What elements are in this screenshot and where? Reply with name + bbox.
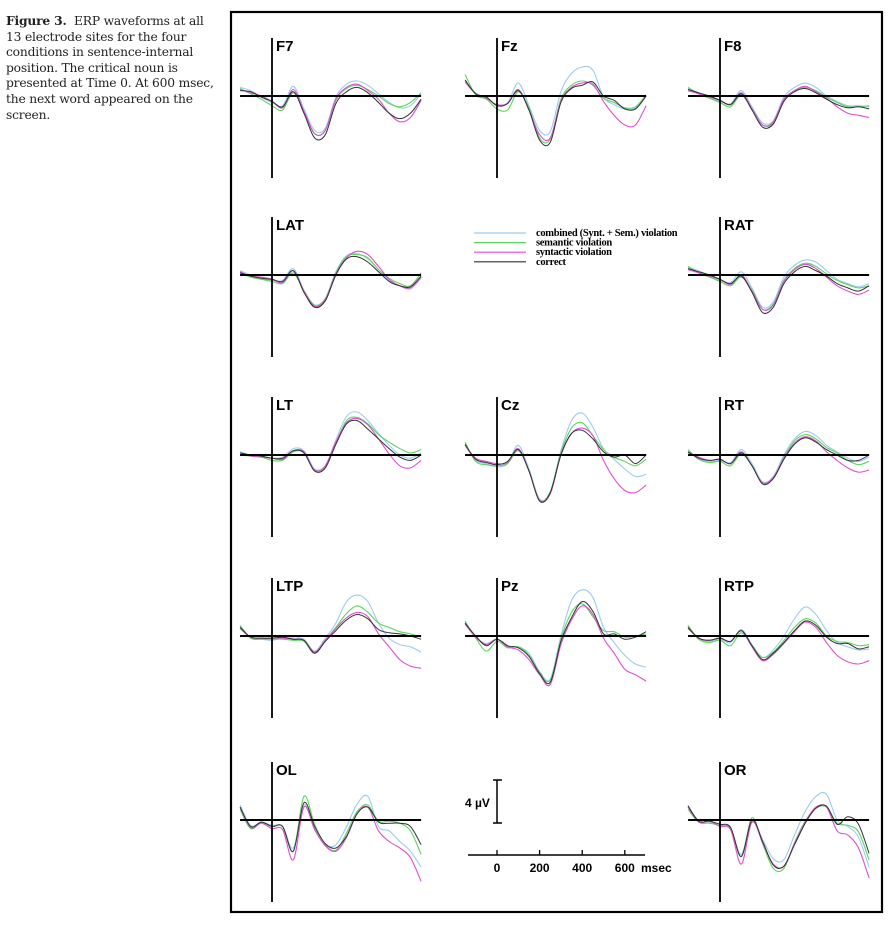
electrode-label: F7 <box>276 38 294 55</box>
waveform-semantic <box>239 253 422 306</box>
waveform-syntactic <box>687 804 870 879</box>
electrode-label: Pz <box>501 578 519 595</box>
figure-frame <box>229 10 884 914</box>
electrode-panel-pz: Pz <box>464 578 647 718</box>
waveform-correct <box>240 419 422 473</box>
waveform-combined <box>687 259 870 309</box>
waveform-combined <box>239 594 422 653</box>
waveform-combined <box>239 411 422 471</box>
waveform-correct <box>240 86 422 141</box>
waveform-correct <box>464 429 647 503</box>
electrode-panel-or: OR <box>687 762 870 902</box>
electrode-label: RT <box>724 397 744 414</box>
waveform-combined <box>687 791 870 868</box>
waveform-syntactic <box>687 263 870 311</box>
waveform-combined <box>239 794 422 868</box>
electrode-panel-f7: F7 <box>239 38 422 178</box>
legend-label-semantic: semantic violation <box>536 238 612 249</box>
time-tick-label: 200 <box>530 861 550 875</box>
electrode-label: OL <box>276 762 297 779</box>
legend-label-combined: combined (Synt. + Sem.) violation <box>536 228 678 239</box>
legend-label-syntactic: syntactic violation <box>536 247 612 258</box>
electrode-label: RAT <box>724 217 754 234</box>
waveform-semantic <box>239 795 422 855</box>
time-unit-label: msec <box>641 861 672 875</box>
waveform-correct <box>464 600 647 685</box>
legend: combined (Synt. + Sem.) violationsemanti… <box>474 228 678 268</box>
waveform-syntactic <box>239 805 422 882</box>
electrode-label: Fz <box>501 38 518 55</box>
figure-label: Figure 3. <box>6 13 67 28</box>
electrode-label: LTP <box>276 578 303 595</box>
waveform-semantic <box>687 434 870 485</box>
scale-bar: 4 µV 0 200 400 600 msec <box>465 779 672 875</box>
electrode-panel-fz: Fz <box>464 38 647 178</box>
electrode-panel-rtp: RTP <box>687 578 870 718</box>
waveform-correct <box>239 801 422 852</box>
electrode-panel-rt: RT <box>687 397 870 537</box>
electrode-label: RTP <box>724 578 754 595</box>
waveform-semantic <box>687 262 870 311</box>
waveform-correct <box>239 255 422 309</box>
time-tick-label: 0 <box>494 861 501 875</box>
waveform-semantic <box>239 605 422 654</box>
waveform-semantic <box>687 618 870 659</box>
waveform-correct <box>464 79 647 147</box>
electrode-label: LAT <box>276 217 304 234</box>
electrode-label: OR <box>724 762 747 779</box>
caption-text: ERP waveforms at all 13 electrode sites … <box>6 14 214 122</box>
waveform-correct <box>687 804 870 869</box>
electrode-panel-ltp: LTP <box>239 578 422 718</box>
electrode-label: LT <box>276 397 293 414</box>
electrode-label: F8 <box>724 38 742 55</box>
waveform-combined <box>464 412 647 502</box>
electrode-label: Cz <box>501 397 519 414</box>
voltage-scale-label: 4 µV <box>465 796 490 810</box>
waveform-semantic <box>464 421 647 502</box>
waveform-syntactic <box>464 427 647 503</box>
waveform-combined <box>687 82 870 125</box>
electrode-panel-f8: F8 <box>687 38 870 178</box>
waveform-combined <box>239 80 422 134</box>
waveform-syntactic <box>464 81 647 142</box>
waveform-semantic <box>239 84 422 136</box>
figure-caption: Figure 3. ERP waveforms at all 13 electr… <box>6 13 218 123</box>
electrode-panel-ol: OL <box>239 762 422 902</box>
waveform-syntactic <box>239 83 422 137</box>
time-tick-label: 600 <box>615 861 635 875</box>
time-tick-label: 400 <box>572 861 592 875</box>
electrode-panel-cz: Cz <box>464 397 647 537</box>
waveform-semantic <box>240 416 422 472</box>
waveform-semantic <box>464 74 647 144</box>
electrode-panel-lat: LAT <box>239 217 422 357</box>
electrode-panel-lt: LT <box>239 397 422 537</box>
electrode-panel-rat: RAT <box>687 217 870 357</box>
waveform-semantic <box>687 86 870 128</box>
legend-label-correct: correct <box>536 257 567 268</box>
